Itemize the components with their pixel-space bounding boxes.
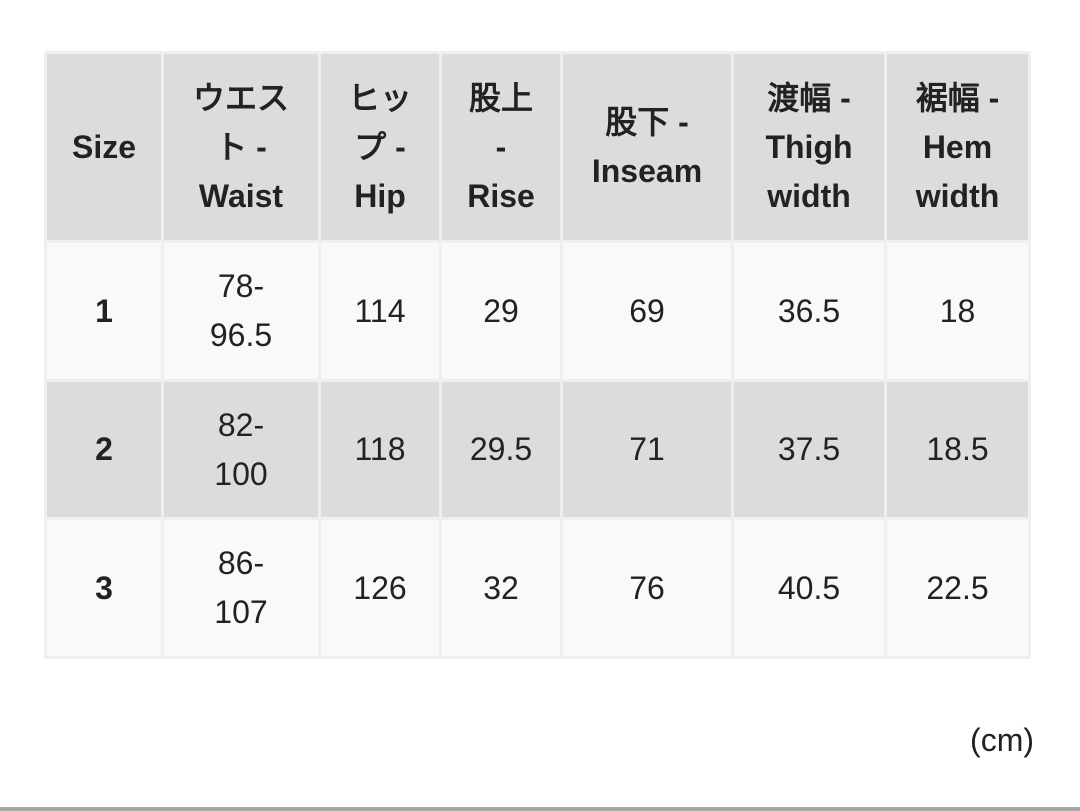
- measurement-cell: 40.5: [734, 520, 884, 656]
- size-chart-table: Size ウエスト - Waist ヒップ - Hip 股上 - Rise 股下 - Inseam…: [44, 51, 1031, 659]
- column-header-text: Inseam: [591, 153, 703, 189]
- column-header-text: width: [915, 177, 1000, 214]
- measurement-cell: 71: [563, 382, 731, 517]
- column-header-text: ウエス: [192, 79, 289, 116]
- measurement-cell: 29: [442, 243, 560, 379]
- column-header-text: Thigh: [765, 128, 853, 165]
- column-header-text: 裾幅 -: [915, 79, 1000, 116]
- column-header-text: -: [495, 128, 507, 165]
- measurement-cell: 82- 100: [164, 382, 318, 517]
- table-row: 3 86- 107 126 32 76 40.5 22.5: [47, 520, 1028, 656]
- measurement-cell: 36.5: [734, 243, 884, 379]
- measurement-cell: 37.5: [734, 382, 884, 517]
- measurement-cell: 86- 107: [164, 520, 318, 656]
- column-header-text: Rise: [467, 177, 535, 214]
- measurement-cell: 32: [442, 520, 560, 656]
- column-header-text: Hip: [354, 177, 406, 214]
- measurement-cell: 76: [563, 520, 731, 656]
- size-cell: 1: [47, 243, 161, 379]
- measurement-cell: 22.5: [887, 520, 1028, 656]
- measurement-cell: 18.5: [887, 382, 1028, 517]
- divider: [0, 807, 1080, 811]
- column-header-text: width: [767, 177, 851, 214]
- column-header-text: Size: [71, 128, 137, 165]
- measurement-cell: 69: [563, 243, 731, 379]
- size-cell: 3: [47, 520, 161, 656]
- column-header-text: Hem: [922, 128, 993, 165]
- column-header-text: 渡幅 -: [767, 79, 851, 116]
- column-header: 股上 - Rise: [442, 54, 560, 240]
- table-row: 1 78- 96.5 114 29 69 36.5 18: [47, 243, 1028, 379]
- column-header: ウエスト - Waist: [164, 54, 318, 240]
- header-row: Size ウエスト - Waist ヒップ - Hip 股上 - Rise 股下 - Inseam…: [47, 54, 1028, 240]
- unit-label: (cm): [970, 722, 1034, 758]
- column-header: ヒップ - Hip: [321, 54, 439, 240]
- measurement-cell: 114: [321, 243, 439, 379]
- column-header-text: ト -: [215, 128, 267, 165]
- measurement-cell: 118: [321, 382, 439, 517]
- measurement-cell: 18: [887, 243, 1028, 379]
- measurement-cell: 78- 96.5: [164, 243, 318, 379]
- column-header-text: Waist: [198, 177, 284, 214]
- measurement-cell: 126: [321, 520, 439, 656]
- column-header-text: 股下 -: [605, 104, 689, 140]
- measurement-cell: 29.5: [442, 382, 560, 517]
- column-header: 渡幅 - Thigh width: [734, 54, 884, 240]
- size-cell: 2: [47, 382, 161, 517]
- column-header-text: プ -: [354, 128, 406, 165]
- column-header: 股下 - Inseam: [563, 54, 731, 240]
- column-header: Size: [47, 54, 161, 240]
- table-row: 2 82- 100 118 29.5 71 37.5 18.5: [47, 382, 1028, 517]
- column-header: 裾幅 - Hem width: [887, 54, 1028, 240]
- column-header-text: ヒッ: [347, 79, 412, 116]
- column-header-text: 股上: [468, 79, 533, 116]
